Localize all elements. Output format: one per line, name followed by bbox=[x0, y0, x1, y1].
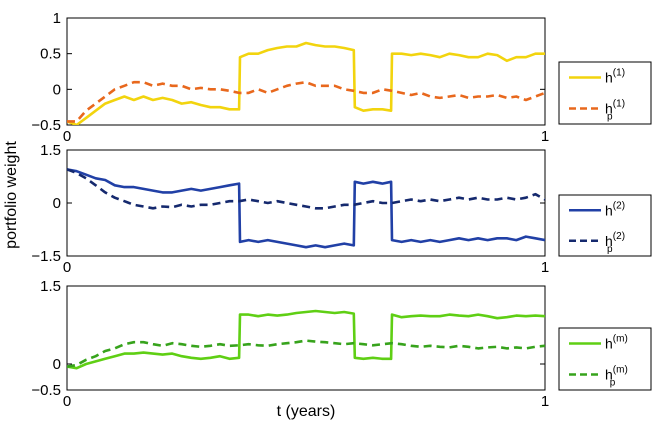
legend-box bbox=[558, 194, 652, 257]
y-tick-label: 0.5 bbox=[40, 46, 61, 63]
legend-entry: h(m) p bbox=[605, 365, 628, 389]
legend: h(2) h(2) p bbox=[558, 194, 652, 257]
series-line-h-2 bbox=[67, 168, 545, 249]
legend-entry: h(m) bbox=[605, 334, 628, 352]
x-tick-label: 1 bbox=[541, 393, 549, 410]
y-tick-label: 1.5 bbox=[40, 142, 61, 159]
legend-entry: h(1) bbox=[605, 68, 625, 86]
x-tick-label: 1 bbox=[541, 259, 549, 276]
y-tick-label: 0 bbox=[53, 195, 61, 212]
x-axis-label: t (years) bbox=[277, 403, 336, 420]
y-tick-label: −0.5 bbox=[31, 382, 61, 399]
legend-entry: h(1) p bbox=[605, 99, 625, 123]
axes-box bbox=[66, 285, 546, 391]
series-line-h-p-3 bbox=[67, 339, 545, 368]
y-axis-label: portfolio weight bbox=[3, 141, 20, 249]
x-tick-label: 0 bbox=[63, 128, 71, 145]
series-line-h-3 bbox=[67, 309, 545, 370]
series-line-h-p-2 bbox=[67, 168, 545, 210]
x-tick-label: 0 bbox=[63, 393, 71, 410]
y-tick-label: 0 bbox=[53, 356, 61, 373]
y-tick-label: −1.5 bbox=[31, 248, 61, 265]
axes-box bbox=[66, 17, 546, 126]
legend-entry: h(2) bbox=[605, 200, 625, 218]
legend-box bbox=[558, 327, 652, 391]
legend-box bbox=[558, 61, 652, 125]
panel-2: 1.50−1.50 1h(2)h(2) p bbox=[31, 142, 652, 276]
legend: h(1) h(1) p bbox=[558, 61, 652, 125]
y-tick-label: 1.5 bbox=[40, 278, 61, 295]
panel-3: 1.50−0.50 1h(m)h(m) p bbox=[31, 278, 652, 410]
panel-1: 10.50−0.50 1h(1)h(1) p bbox=[31, 10, 652, 145]
x-tick-label: 1 bbox=[541, 128, 549, 145]
x-tick-label: 0 bbox=[63, 259, 71, 276]
y-tick-label: 0 bbox=[53, 81, 61, 98]
legend: h(m) h(m) p bbox=[558, 327, 652, 391]
series-line-h-1 bbox=[67, 41, 545, 125]
y-tick-label: −0.5 bbox=[31, 117, 61, 134]
y-tick-label: 1 bbox=[53, 10, 61, 27]
series-line-h-p-1 bbox=[67, 80, 545, 123]
legend-entry: h(2) p bbox=[605, 231, 625, 255]
